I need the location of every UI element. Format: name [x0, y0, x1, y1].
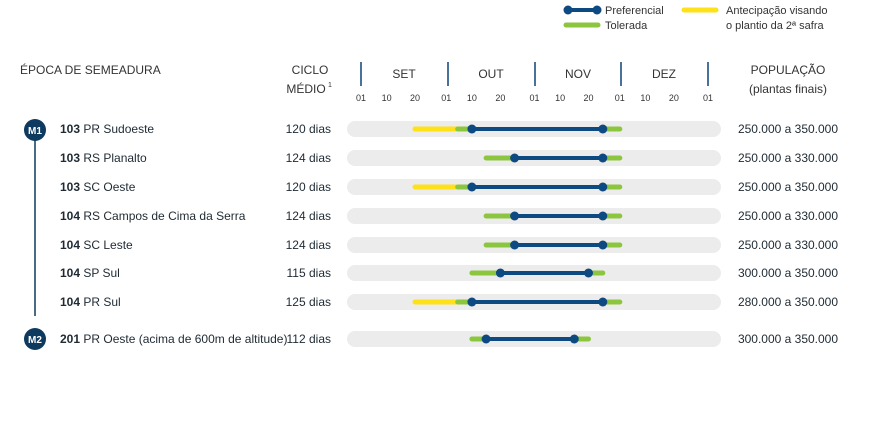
row-populacao: 280.000 a 350.000	[738, 295, 838, 309]
month-label: DEZ	[652, 67, 676, 81]
row-label-name: SP Sul	[80, 266, 120, 280]
row-label: 201 PR Oeste (acima de 600m de altitude)	[60, 332, 287, 346]
legend: Preferencial Tolerada Antecipação visand…	[563, 5, 828, 32]
month-label: SET	[392, 67, 416, 81]
group-badge-m2-label: M2	[28, 335, 42, 346]
legend-tolerada-label: Tolerada	[605, 20, 648, 32]
row-label-name: RS Campos de Cima da Serra	[80, 209, 246, 223]
day-tick-label: 01	[441, 93, 451, 103]
day-tick-label: 20	[495, 93, 505, 103]
row-ciclo: 124 dias	[286, 209, 331, 223]
row-ciclo: 124 dias	[286, 238, 331, 252]
preferencial-start-dot	[510, 240, 520, 250]
row-populacao: 300.000 a 350.000	[738, 266, 838, 280]
legend-preferencial-label: Preferencial	[605, 5, 664, 17]
preferencial-start-dot	[467, 297, 477, 307]
preferencial-start-dot	[510, 153, 520, 163]
row-ciclo: 124 dias	[286, 151, 331, 165]
month-axis: SET OUT NOV DEZ	[360, 62, 709, 86]
day-tick-label: 10	[555, 93, 565, 103]
row-label-code: 103	[60, 151, 80, 165]
preferencial-end-dot	[598, 297, 608, 307]
row-ciclo: 112 dias	[287, 332, 331, 346]
row-label-code: 104	[60, 266, 80, 280]
row-ciclo: 125 dias	[286, 295, 331, 309]
header-epoca: ÉPOCA DE SEMEADURA	[20, 62, 161, 77]
day-tick-label: 20	[410, 93, 420, 103]
preferencial-end-dot	[598, 240, 608, 250]
legend-antecipacao-label-2: o plantio da 2ª safra	[726, 20, 825, 32]
row-label-code: 104	[60, 209, 80, 223]
header-populacao-line2: (plantas finais)	[749, 82, 827, 96]
month-label: OUT	[478, 67, 504, 81]
day-tick-label: 01	[615, 93, 625, 103]
preferencial-start-dot	[467, 182, 477, 192]
row-ciclo: 120 dias	[286, 122, 331, 136]
row-label: 104 RS Campos de Cima da Serra	[60, 209, 246, 223]
row-label: 103 RS Planalto	[60, 151, 147, 165]
preferencial-end-dot	[598, 153, 608, 163]
row-populacao: 250.000 a 350.000	[738, 180, 838, 194]
row-label: 104 SP Sul	[60, 266, 120, 280]
header-ciclo-line2: MÉDIO	[286, 81, 325, 96]
row-label-name: PR Sudoeste	[80, 122, 154, 136]
header-populacao-line1: POPULAÇÃO	[751, 63, 826, 77]
row-label-code: 201	[60, 332, 80, 346]
legend-antecipacao-label-1: Antecipação visando	[726, 5, 828, 17]
day-tick-labels: 01 10 20 01 10 20 01 10 20 01 10 20 01	[356, 93, 713, 103]
row-label-code: 103	[60, 180, 80, 194]
preferencial-start-dot	[467, 124, 477, 134]
legend-preferencial-dot-start	[563, 5, 573, 15]
day-tick-label: 01	[356, 93, 366, 103]
row-populacao: 250.000 a 330.000	[738, 151, 838, 165]
preferencial-end-dot	[598, 182, 608, 192]
row-label-code: 104	[60, 238, 80, 252]
day-tick-label: 01	[703, 93, 713, 103]
preferencial-end-dot	[598, 211, 608, 221]
preferencial-end-dot	[598, 124, 608, 134]
preferencial-start-dot	[495, 268, 505, 278]
day-tick-label: 01	[529, 93, 539, 103]
group-badge-m1-label: M1	[28, 126, 42, 137]
group-badge-m1	[24, 119, 46, 141]
preferencial-start-dot	[481, 334, 491, 344]
row-label: 103 PR Sudoeste	[60, 122, 154, 136]
row-label: 104 SC Leste	[60, 238, 133, 252]
day-tick-label: 10	[382, 93, 392, 103]
preferencial-end-dot	[569, 334, 579, 344]
row-ciclo: 120 dias	[286, 180, 331, 194]
row-label-code: 104	[60, 295, 80, 309]
day-tick-label: 10	[467, 93, 477, 103]
row-label-name: SC Oeste	[80, 180, 136, 194]
preferencial-end-dot	[584, 268, 593, 278]
group-badge-m2	[24, 328, 46, 350]
month-label: NOV	[565, 67, 591, 81]
row-populacao: 250.000 a 350.000	[738, 122, 838, 136]
row-populacao: 250.000 a 330.000	[738, 238, 838, 252]
chart-rows: 103 PR Sudoeste 120 dias 250.000 a 350.000…	[60, 121, 838, 347]
preferencial-start-dot	[510, 211, 520, 221]
row-populacao: 300.000 a 350.000	[738, 332, 838, 346]
day-tick-label: 10	[640, 93, 650, 103]
day-tick-label: 20	[583, 93, 593, 103]
header-ciclo-line1: CICLO	[292, 63, 329, 77]
header-ciclo-superscript: 1	[328, 82, 332, 89]
row-label-code: 103	[60, 122, 80, 136]
row-label-name: RS Planalto	[80, 151, 147, 165]
day-tick-label: 20	[669, 93, 679, 103]
row-label: 103 SC Oeste	[60, 180, 136, 194]
row-ciclo: 115 dias	[287, 266, 331, 280]
legend-preferencial-dot-end	[592, 5, 602, 15]
row-label-name: PR Sul	[80, 295, 121, 309]
row-label-name: PR Oeste (acima de 600m de altitude)	[80, 332, 287, 346]
row-label-name: SC Leste	[80, 238, 133, 252]
row-label: 104 PR Sul	[60, 295, 121, 309]
row-populacao: 250.000 a 330.000	[738, 209, 838, 223]
